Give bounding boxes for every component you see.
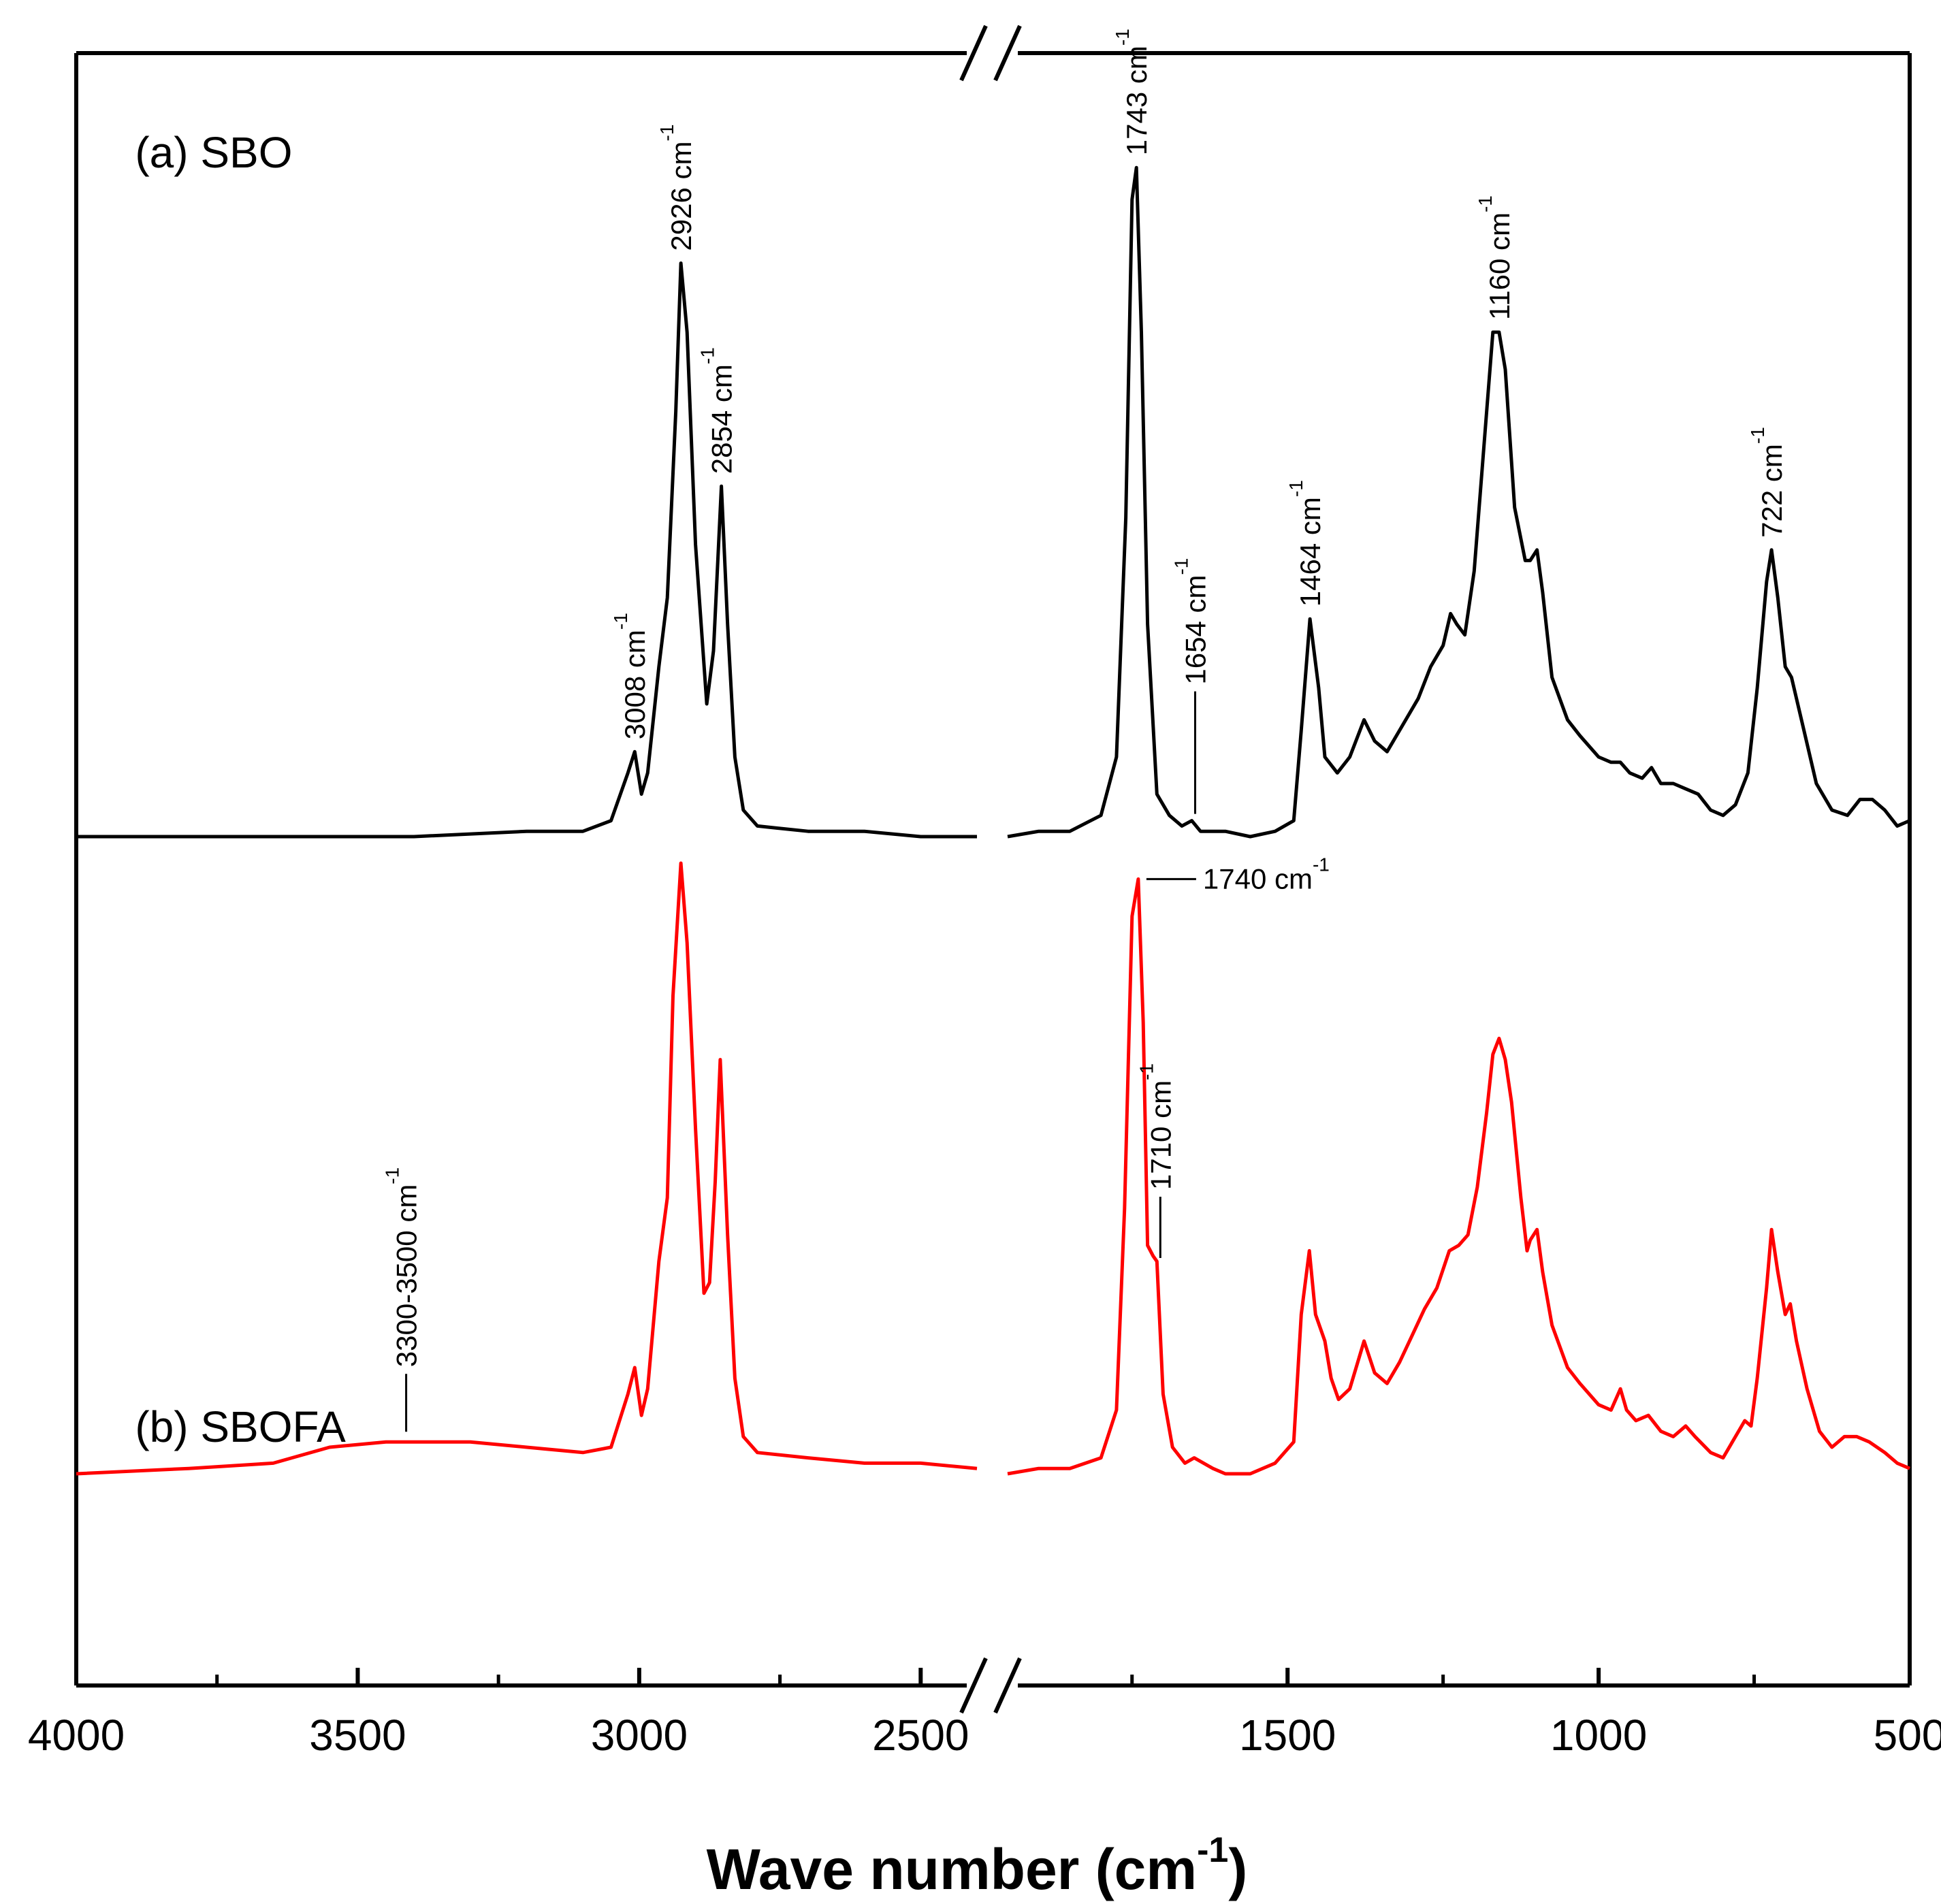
annotation-label: 2926 cm-1 — [656, 125, 697, 251]
x-axis-label-close: ) — [1228, 1837, 1247, 1901]
peak-annotation: 2854 cm-1 — [697, 347, 738, 474]
break-mark-0-a — [959, 25, 988, 82]
peak-annotation: 1160 cm-1 — [1475, 195, 1515, 320]
annotation-text: 1710 cm — [1144, 1080, 1176, 1190]
peak-annotation: 2926 cm-1 — [656, 125, 697, 251]
peak-annotation: 1710 cm-1 — [1136, 1063, 1176, 1258]
break-mark-1-a — [959, 1657, 988, 1714]
annotation-sup: -1 — [697, 347, 718, 364]
annotation-text: 1740 cm — [1203, 862, 1313, 894]
peak-annotation: 1743 cm-1 — [1112, 29, 1153, 155]
annotation-label: 2854 cm-1 — [697, 347, 738, 474]
x-axis-label-sup: -1 — [1197, 1830, 1228, 1870]
annotation-label: 3008 cm-1 — [610, 613, 651, 739]
annotation-label: 1740 cm-1 — [1203, 854, 1330, 894]
x-axis-label: Wave number (cm-1) — [707, 1830, 1248, 1901]
peak-annotation: 1654 cm-1 — [1170, 558, 1211, 814]
annotation-sup: -1 — [656, 125, 677, 142]
annotation-sup: -1 — [1747, 427, 1768, 444]
peak-annotation: 3300-3500 cm-1 — [382, 1167, 423, 1432]
x-tick-label: 2500 — [872, 1711, 969, 1760]
annotation-label: 1654 cm-1 — [1170, 558, 1211, 685]
x-tick-label: 3500 — [309, 1711, 406, 1760]
series-line-sbo-segment-1 — [76, 261, 977, 839]
x-tick-label: 3000 — [591, 1711, 688, 1760]
annotation-label: 722 cm-1 — [1747, 427, 1788, 538]
annotation-label: 1160 cm-1 — [1475, 195, 1515, 320]
tick-layer: 4000 3500 3000 2500 1500 1000 500 — [28, 1668, 1941, 1760]
annotation-sup: -1 — [1475, 195, 1496, 212]
peak-annotation: 1740 cm-1 — [1146, 854, 1330, 894]
x-tick-label: 1500 — [1239, 1711, 1336, 1760]
annotation-text: 2854 cm — [706, 364, 738, 474]
annotation-text: 1743 cm — [1121, 46, 1153, 155]
x-tick-label: 500 — [1874, 1711, 1941, 1760]
annotation-sup: -1 — [1170, 558, 1191, 575]
annotation-text: 1654 cm — [1179, 575, 1211, 685]
annotation-label: 3300-3500 cm-1 — [382, 1167, 423, 1367]
x-tick-label: 4000 — [28, 1711, 125, 1760]
plot-frame — [74, 51, 1912, 1688]
annotation-text: 1464 cm — [1294, 497, 1326, 607]
break-mark-1-b — [993, 1657, 1022, 1714]
series-label-sbofa: (b) SBOFA — [135, 1402, 346, 1451]
peak-annotation: 1464 cm-1 — [1285, 480, 1326, 607]
annotation-label: 1464 cm-1 — [1285, 480, 1326, 607]
annotation-sup: -1 — [1285, 480, 1306, 497]
peak-annotation: 3008 cm-1 — [610, 613, 651, 739]
annotation-text: 3300-3500 cm — [391, 1184, 423, 1368]
annotation-text: 2926 cm — [665, 142, 697, 251]
annotation-sup: -1 — [382, 1167, 403, 1184]
x-axis-label-main: Wave number (cm — [707, 1837, 1197, 1901]
series-line-sbo-segment-2 — [1007, 165, 1910, 839]
peak-annotation: 722 cm-1 — [1747, 427, 1788, 538]
series-line-sbofa-segment-2 — [1007, 877, 1910, 1476]
annotation-sup: -1 — [1112, 29, 1133, 46]
x-tick-label: 1000 — [1550, 1711, 1647, 1760]
axis-break — [959, 25, 1022, 1714]
annotation-text: 3008 cm — [619, 630, 651, 739]
series-layer: (a) SBO (b) SBOFA — [76, 128, 1910, 1476]
annotation-sup: -1 — [610, 613, 631, 630]
annotation-text: 722 cm — [1756, 444, 1788, 538]
series-label-sbo: (a) SBO — [135, 128, 292, 177]
annotation-label: 1710 cm-1 — [1136, 1063, 1176, 1190]
annotation-sup: -1 — [1313, 854, 1330, 875]
break-mark-0-b — [993, 25, 1022, 82]
series-line-sbofa-segment-1 — [76, 861, 978, 1476]
annotation-text: 1160 cm — [1483, 212, 1515, 320]
annotation-label: 1743 cm-1 — [1112, 29, 1153, 155]
annotation-sup: -1 — [1136, 1063, 1157, 1080]
